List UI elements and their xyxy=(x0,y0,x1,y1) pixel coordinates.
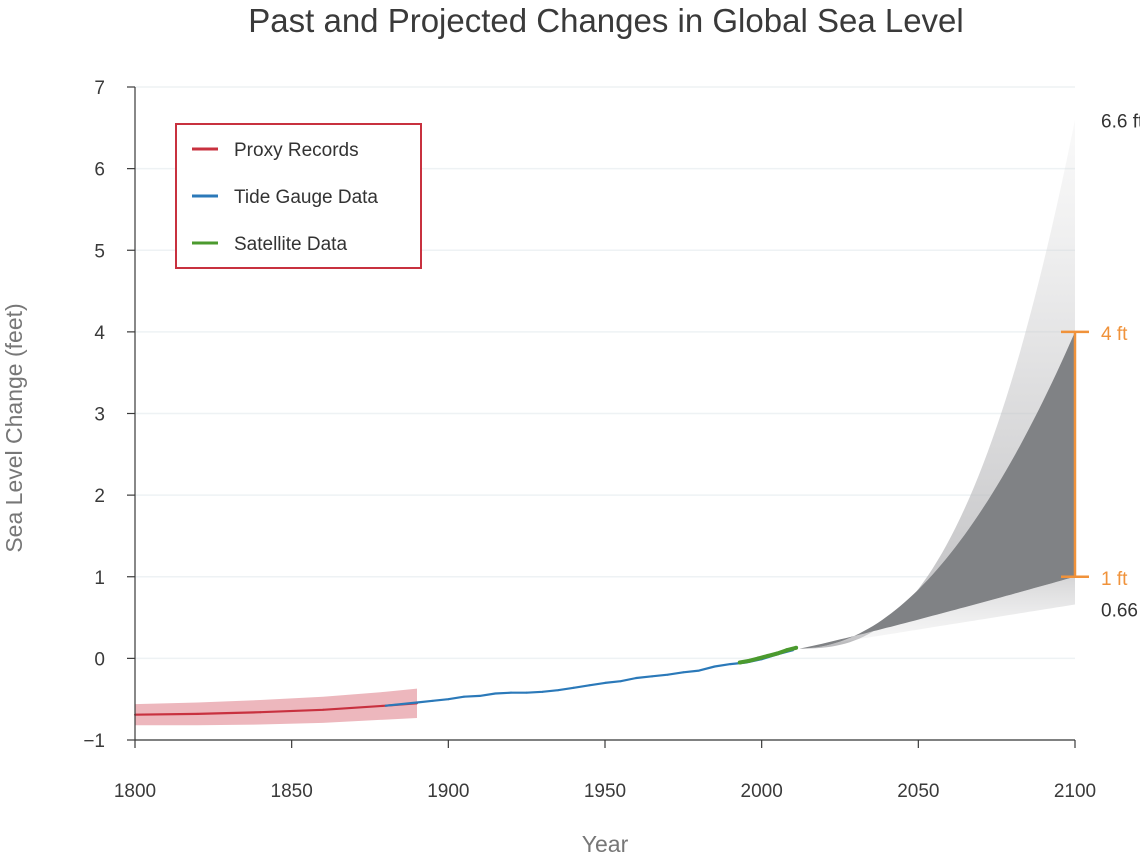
annotation-label: 4 ft xyxy=(1101,324,1128,345)
annotation-label: 1 ft xyxy=(1101,569,1128,590)
proxy-uncertainty-band xyxy=(135,688,417,726)
legend-label-proxy: Proxy Records xyxy=(234,140,359,161)
data-point xyxy=(494,692,497,695)
x-axis-title: Year xyxy=(582,831,629,855)
data-point xyxy=(713,665,716,668)
annotation-label: 6.6 ft xyxy=(1101,112,1140,133)
x-tick-label: 1850 xyxy=(271,781,313,802)
y-tick-label: 0 xyxy=(94,649,105,670)
data-point xyxy=(416,701,418,704)
data-point xyxy=(682,671,685,674)
legend-label-tide: Tide Gauge Data xyxy=(234,187,378,208)
data-point xyxy=(666,673,669,676)
proxy-band xyxy=(135,688,417,726)
data-point xyxy=(196,712,199,715)
data-point xyxy=(384,704,387,707)
y-tick-label: 2 xyxy=(94,486,105,507)
data-point xyxy=(510,691,512,694)
y-tick-label: 3 xyxy=(94,405,105,426)
data-point xyxy=(747,658,752,663)
data-point xyxy=(588,684,591,687)
projection-range xyxy=(799,119,1075,649)
projection-likely-range xyxy=(799,331,1075,649)
x-tick-label: 1950 xyxy=(584,781,626,802)
chart-title: Past and Projected Changes in Global Sea… xyxy=(248,2,964,39)
data-point xyxy=(400,703,403,706)
projection-low-fade xyxy=(799,576,1075,649)
data-point xyxy=(478,694,481,697)
x-tick-label: 2000 xyxy=(741,781,783,802)
series-lines xyxy=(134,645,799,716)
projection-high-fade xyxy=(799,119,1075,649)
y-tick-label: −1 xyxy=(83,731,105,752)
data-point xyxy=(756,656,761,661)
x-tick-label: 1900 xyxy=(427,781,469,802)
y-tick-label: 6 xyxy=(94,160,105,181)
range-annotations: 6.6 ft 4 ft 1 ft 0.66 ft xyxy=(1061,112,1140,622)
annotation-label: 0.66 ft xyxy=(1101,601,1140,622)
y-tick-label: 7 xyxy=(94,78,105,99)
data-point xyxy=(619,680,622,683)
y-tick-label: 1 xyxy=(94,568,105,589)
data-point xyxy=(525,691,528,694)
data-point xyxy=(775,651,780,656)
data-point xyxy=(604,681,606,684)
x-tick-label: 2100 xyxy=(1054,781,1096,802)
data-point xyxy=(431,699,434,702)
data-point xyxy=(784,648,789,653)
y-axis-title: Sea Level Change (feet) xyxy=(1,303,27,552)
data-point xyxy=(635,676,638,679)
data-point xyxy=(698,669,700,672)
data-point xyxy=(322,708,324,711)
data-point xyxy=(651,675,653,678)
data-point xyxy=(447,698,450,701)
data-point xyxy=(765,653,770,658)
data-point xyxy=(729,663,732,666)
x-tick-label: 2050 xyxy=(897,781,939,802)
legend: Proxy Records Tide Gauge Data Satellite … xyxy=(175,123,422,269)
data-point xyxy=(572,686,575,689)
axes: −1 0 1 2 3 4 5 6 7 1800 1850 1900 1950 2000 2050 2100 xyxy=(83,78,1096,802)
legend-label-satellite: Satellite Data xyxy=(234,234,347,255)
data-point xyxy=(541,690,544,693)
data-point xyxy=(794,645,799,650)
x-tick-label: 1800 xyxy=(114,781,156,802)
y-tick-label: 5 xyxy=(94,241,105,262)
data-point xyxy=(463,695,465,698)
data-point xyxy=(737,660,742,665)
y-tick-label: 4 xyxy=(94,323,105,344)
data-point xyxy=(557,689,559,692)
data-point xyxy=(259,711,262,714)
